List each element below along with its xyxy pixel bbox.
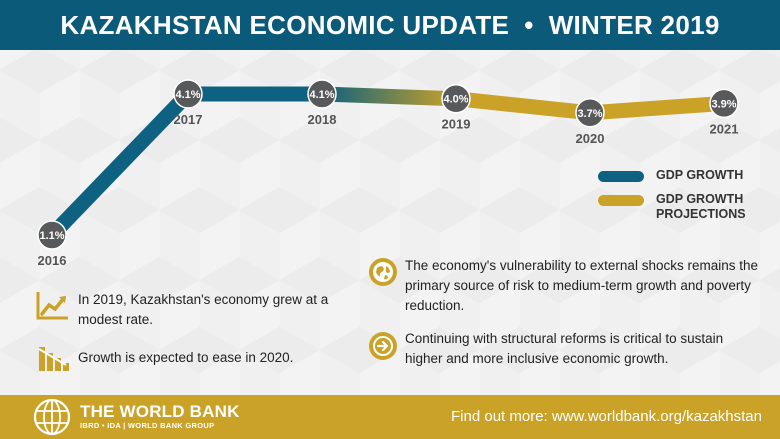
bullet-text: The economy's vulnerability to external … bbox=[405, 258, 758, 313]
bullet-structural-reforms: Continuing with structural reforms is cr… bbox=[369, 329, 759, 369]
legend-item-projection: GDP GROWTH PROJECTIONS bbox=[598, 192, 766, 222]
bullet-text: Continuing with structural reforms is cr… bbox=[405, 331, 724, 366]
legend-item-growth: GDP GROWTH bbox=[598, 168, 780, 183]
footer-bar: THE WORLD BANK IBRD • IDA | WORLD BANK G… bbox=[0, 395, 780, 439]
globe-icon bbox=[369, 258, 397, 286]
legend-label-growth: GDP GROWTH bbox=[656, 168, 744, 182]
x-tick-label: 2021 bbox=[710, 121, 739, 136]
org-name: THE WORLD BANK bbox=[80, 402, 240, 421]
legend-swatch-growth bbox=[598, 171, 644, 182]
org-subtitle: IBRD • IDA | WORLD BANK GROUP bbox=[80, 421, 215, 430]
world-bank-logo-icon bbox=[33, 398, 71, 436]
data-point-marker bbox=[441, 83, 471, 114]
legend-swatch-projection bbox=[598, 195, 644, 206]
data-value-label: 3.7% bbox=[577, 108, 602, 120]
data-point-marker bbox=[173, 79, 203, 109]
gdp-growth-chart: 1.1% 4.1% 4.1% 4.0% 3.7% 3.9% 2016 2017 2018 201… bbox=[37, 79, 739, 268]
data-point-marker bbox=[575, 98, 605, 128]
data-point-marker bbox=[307, 79, 337, 109]
x-tick-label: 2018 bbox=[308, 112, 337, 127]
data-value-label: 4.0% bbox=[443, 94, 468, 106]
growth-line-segment bbox=[44, 86, 196, 243]
data-point-marker bbox=[37, 220, 67, 250]
data-value-label: 4.1% bbox=[175, 89, 200, 101]
x-tick-label: 2019 bbox=[442, 117, 471, 132]
growth-chart-icon bbox=[36, 292, 68, 320]
find-out-more-link[interactable]: Find out more: www.worldbank.org/kazakhs… bbox=[451, 408, 762, 425]
header-bar: KAZAKHSTAN ECONOMIC UPDATE • WINTER 2019 bbox=[0, 0, 780, 50]
bullet-growth-ease: Growth is expected to ease in 2020. bbox=[36, 343, 336, 373]
page-title: KAZAKHSTAN ECONOMIC UPDATE • WINTER 2019 bbox=[60, 10, 720, 40]
bullet-text: Growth is expected to ease in 2020. bbox=[78, 350, 294, 365]
x-tick-label: 2016 bbox=[38, 253, 67, 268]
arrow-right-icon bbox=[369, 332, 397, 360]
data-value-label: 4.1% bbox=[309, 89, 334, 101]
x-tick-label: 2020 bbox=[576, 131, 605, 146]
data-value-label: 3.9% bbox=[711, 98, 736, 110]
declining-bars-icon bbox=[38, 347, 69, 371]
growth-to-projection-segment bbox=[321, 86, 457, 107]
bullet-text: In 2019, Kazakhstan's economy grew at a … bbox=[78, 292, 329, 327]
bullet-modest-growth: In 2019, Kazakhstan's economy grew at a … bbox=[36, 290, 336, 330]
legend-label-projection: GDP GROWTH PROJECTIONS bbox=[656, 192, 746, 221]
bullet-external-shocks: The economy's vulnerability to external … bbox=[369, 256, 759, 316]
x-tick-label: 2017 bbox=[174, 112, 203, 127]
data-value-label: 1.1% bbox=[39, 230, 64, 242]
data-point-marker bbox=[709, 88, 739, 119]
